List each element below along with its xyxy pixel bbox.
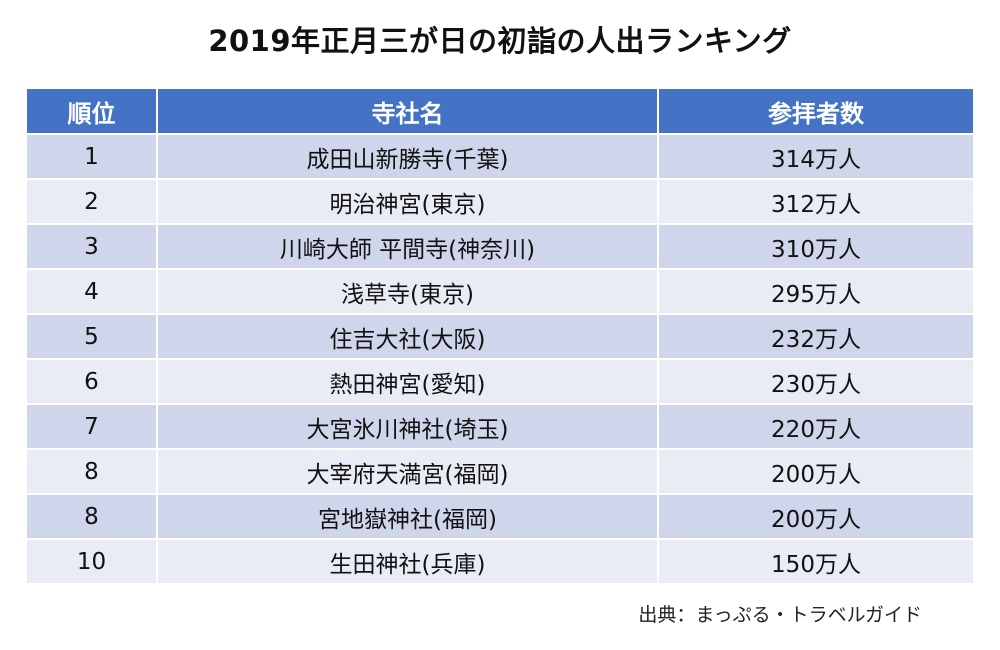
visitors-cell: 200万人 xyxy=(657,493,975,540)
rank-cell: 5 xyxy=(25,313,158,360)
page-title: 2019年正月三が日の初詣の人出ランキング xyxy=(208,24,792,58)
shrine-name-cell: 川崎大師 平間寺(神奈川) xyxy=(156,223,659,270)
visitors-cell: 200万人 xyxy=(657,448,975,495)
table-row: 7 大宮氷川神社(埼玉) 220万人 xyxy=(25,403,975,450)
shrine-name-cell: 大宰府天満宮(福岡) xyxy=(156,448,659,495)
shrine-name-cell: 熱田神宮(愛知) xyxy=(156,358,659,405)
visitors-cell: 230万人 xyxy=(657,358,975,405)
table-row: 2 明治神宮(東京) 312万人 xyxy=(25,178,975,225)
rank-cell: 2 xyxy=(25,178,158,225)
header-rank: 順位 xyxy=(25,87,158,135)
table-row: 3 川崎大師 平間寺(神奈川) 310万人 xyxy=(25,223,975,270)
visitors-cell: 295万人 xyxy=(657,268,975,315)
table-row: 8 大宰府天満宮(福岡) 200万人 xyxy=(25,448,975,495)
table-row: 8 宮地嶽神社(福岡) 200万人 xyxy=(25,493,975,540)
rank-cell: 4 xyxy=(25,268,158,315)
ranking-table: 順位 寺社名 参拝者数 1 成田山新勝寺(千葉) 314万人 2 明治神宮(東京) 312… xyxy=(25,87,975,585)
shrine-name-cell: 生田神社(兵庫) xyxy=(156,538,659,585)
source-note: 出典：まっぷる・トラベルガイド xyxy=(638,604,922,626)
visitors-cell: 312万人 xyxy=(657,178,975,225)
visitors-cell: 314万人 xyxy=(657,133,975,180)
shrine-name-cell: 住吉大社(大阪) xyxy=(156,313,659,360)
header-visitors: 参拝者数 xyxy=(657,87,975,135)
shrine-name-cell: 明治神宮(東京) xyxy=(156,178,659,225)
rank-cell: 6 xyxy=(25,358,158,405)
rank-cell: 10 xyxy=(25,538,158,585)
header-shrine-name: 寺社名 xyxy=(156,87,659,135)
shrine-name-cell: 成田山新勝寺(千葉) xyxy=(156,133,659,180)
shrine-name-cell: 浅草寺(東京) xyxy=(156,268,659,315)
shrine-name-cell: 宮地嶽神社(福岡) xyxy=(156,493,659,540)
visitors-cell: 150万人 xyxy=(657,538,975,585)
rank-cell: 8 xyxy=(25,493,158,540)
rank-cell: 8 xyxy=(25,448,158,495)
visitors-cell: 310万人 xyxy=(657,223,975,270)
table-row: 6 熱田神宮(愛知) 230万人 xyxy=(25,358,975,405)
rank-cell: 1 xyxy=(25,133,158,180)
rank-cell: 3 xyxy=(25,223,158,270)
table-header-row: 順位 寺社名 参拝者数 xyxy=(25,87,975,135)
table-row: 4 浅草寺(東京) 295万人 xyxy=(25,268,975,315)
table-row: 10 生田神社(兵庫) 150万人 xyxy=(25,538,975,585)
visitors-cell: 232万人 xyxy=(657,313,975,360)
shrine-name-cell: 大宮氷川神社(埼玉) xyxy=(156,403,659,450)
table-row: 1 成田山新勝寺(千葉) 314万人 xyxy=(25,133,975,180)
visitors-cell: 220万人 xyxy=(657,403,975,450)
table-row: 5 住吉大社(大阪) 232万人 xyxy=(25,313,975,360)
rank-cell: 7 xyxy=(25,403,158,450)
